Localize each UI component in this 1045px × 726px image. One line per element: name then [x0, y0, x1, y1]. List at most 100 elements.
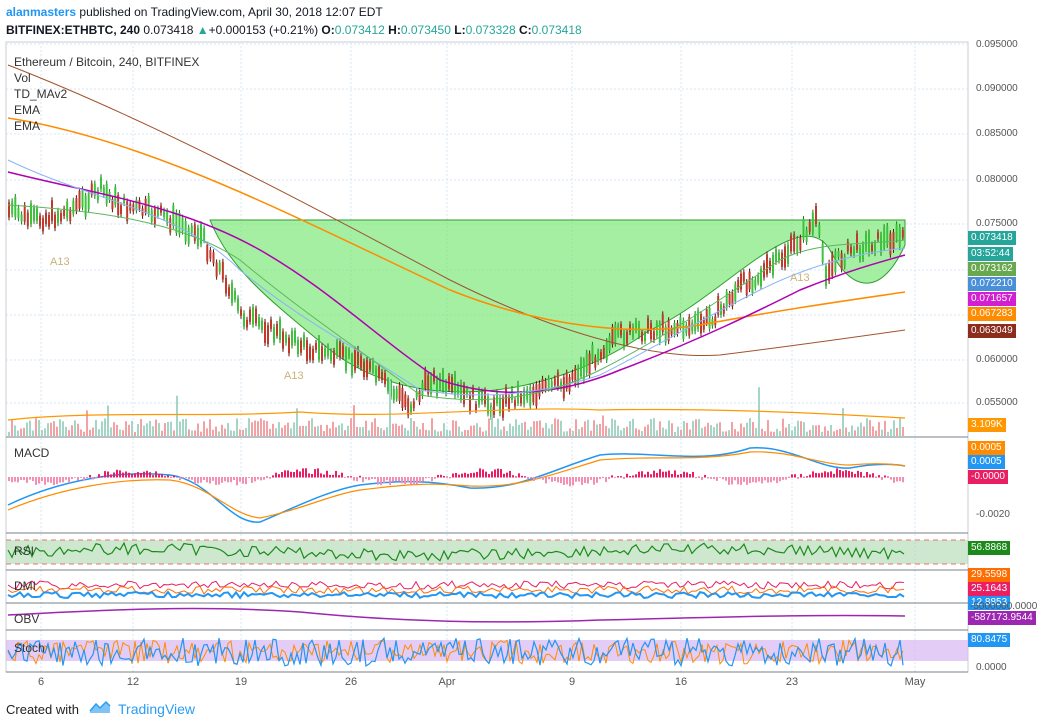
macd-histogram-bar	[605, 477, 607, 483]
volume-bar	[350, 418, 352, 436]
macd-histogram-bar	[200, 477, 202, 483]
candle-body	[742, 272, 745, 282]
macd-histogram-bar	[509, 470, 511, 478]
candle-body	[93, 183, 96, 197]
volume-bar	[617, 425, 619, 436]
volume-bar	[23, 427, 25, 436]
candle-body	[705, 309, 708, 324]
macd-histogram-bar	[743, 477, 745, 482]
rsi-pane-label[interactable]: RSI	[14, 544, 35, 558]
volume-bar	[98, 429, 100, 436]
candle-body	[821, 243, 824, 263]
macd-histogram-bar	[812, 471, 814, 478]
volume-bar	[167, 421, 169, 436]
candle-body	[565, 372, 568, 389]
volume-bar	[566, 431, 568, 436]
macd-histogram-bar	[839, 469, 841, 478]
macd-histogram-bar	[707, 477, 709, 479]
macd-histogram-bar	[437, 474, 439, 478]
macd-histogram-bar	[230, 477, 232, 483]
volume-bar	[629, 421, 631, 436]
candle-body	[306, 340, 308, 361]
candle-body	[279, 319, 281, 341]
macd-histogram-bar	[32, 477, 34, 482]
volume-bar	[437, 431, 439, 436]
volume-bar	[449, 430, 451, 436]
volume-bar	[56, 426, 58, 436]
dmi-pane-label[interactable]: DMI	[14, 579, 36, 593]
candle-body	[190, 225, 193, 234]
macd-line	[7, 447, 906, 523]
candle-body	[297, 339, 299, 355]
macd-histogram-bar	[446, 476, 448, 478]
macd-histogram-bar	[635, 474, 637, 478]
macd-signal-line	[7, 451, 906, 519]
volume-bar	[794, 426, 796, 436]
volume-bar	[623, 427, 625, 436]
macd-histogram-bar	[545, 477, 547, 484]
obv-pane-label[interactable]: OBV	[14, 612, 40, 626]
macd-histogram-bar	[692, 471, 694, 478]
macd-histogram-bar	[782, 477, 784, 480]
candle-body	[258, 316, 260, 327]
candle-body	[641, 332, 643, 342]
candle-body	[267, 325, 269, 345]
time-axis-label: Apr	[438, 676, 456, 688]
volume-bar	[341, 423, 343, 436]
candle-body	[421, 382, 424, 397]
price-axis-label: 0.075000	[976, 218, 1018, 229]
macd-histogram-bar	[302, 468, 304, 478]
macd-histogram-bar	[29, 477, 31, 480]
candle-body	[591, 344, 594, 362]
volume-bar	[788, 424, 790, 436]
candle-body	[811, 212, 814, 233]
candle-body	[751, 279, 754, 293]
tradingview-brand-link[interactable]: TradingView	[118, 701, 196, 717]
macd-histogram-bar	[185, 477, 187, 478]
candle-body	[502, 397, 504, 418]
macd-histogram-bar	[866, 472, 868, 478]
macd-histogram-bar	[77, 477, 79, 481]
candle-body	[135, 199, 138, 211]
time-axis-label: 16	[674, 676, 688, 688]
candle-body	[228, 287, 230, 297]
legend-item-vol[interactable]: Vol	[14, 71, 31, 85]
candle-body	[475, 403, 477, 411]
candle-body	[398, 385, 401, 401]
macd-histogram-bar	[647, 471, 649, 478]
stoch-pane-label[interactable]: Stoch	[14, 641, 45, 655]
macd-histogram-bar	[593, 477, 595, 485]
legend-item-ema-2[interactable]: EMA	[14, 119, 41, 133]
volume-bar	[266, 421, 268, 436]
ema-brown-line	[7, 64, 906, 357]
candle-body	[632, 326, 634, 337]
volume-bar	[596, 424, 598, 436]
macd-tag-histogram: -0.0000	[968, 470, 1008, 484]
candle-body	[647, 318, 649, 331]
macd-histogram-bar	[284, 470, 286, 478]
macd-histogram-bar	[251, 477, 253, 483]
macd-histogram-bar	[59, 477, 61, 483]
volume-bar	[329, 428, 331, 436]
macd-histogram-bar	[125, 471, 127, 478]
macd-histogram-bar	[320, 473, 322, 478]
macd-histogram-bar	[383, 477, 385, 483]
author-link[interactable]: alanmasters	[6, 5, 77, 19]
volume-bar	[845, 427, 847, 436]
legend-item-td-mav2[interactable]: TD_MAv2	[14, 87, 68, 101]
legend-item-ema-1[interactable]: EMA	[14, 103, 41, 117]
macd-histogram-bar	[899, 477, 901, 482]
macd-histogram-bar	[554, 477, 556, 482]
macd-histogram-bar	[404, 477, 406, 484]
publish-info: alanmasters published on TradingView.com…	[6, 5, 383, 19]
macd-histogram-bar	[629, 476, 631, 478]
macd-histogram-bar	[731, 477, 733, 485]
macd-histogram-bar	[17, 477, 19, 483]
tradingview-logo-icon[interactable]	[88, 699, 112, 715]
macd-histogram-bar	[191, 477, 193, 480]
candle-body	[484, 390, 486, 405]
macd-pane-label[interactable]: MACD	[14, 446, 50, 460]
macd-histogram-bar	[80, 477, 82, 478]
candle-body	[508, 397, 510, 409]
